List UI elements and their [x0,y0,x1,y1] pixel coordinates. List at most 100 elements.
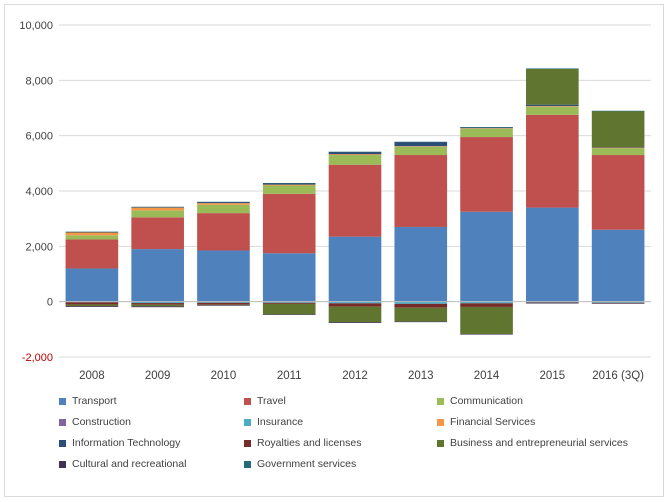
x-tick-label: 2009 [145,370,171,382]
legend-swatch [244,460,251,468]
legend-item: Travel [244,395,286,407]
bar-segment [394,321,448,323]
bar-segment [460,127,513,128]
bar-segment [526,207,579,302]
bar-segment [526,68,579,105]
bar-segment [262,193,316,254]
legend-label: Cultural and recreational [72,458,187,470]
bar-segment [65,235,119,240]
bar-segment [65,232,119,236]
legend-label: Business and entrepreneurial services [450,437,629,449]
bar-segment [328,322,382,323]
legend-label: Financial Services [450,416,536,428]
bar-segment [262,301,316,303]
bar-segment [460,301,513,304]
legend-swatch [244,418,251,426]
legend-item: Construction [59,416,131,428]
bar-segment [394,155,448,227]
bar-segment [328,301,382,304]
bar-segment [197,302,250,305]
chart-frame: -2,000 0 2,000 4,000 6,000 8,000 10,000 2008 200… [4,4,664,497]
x-tick-label: 2008 [79,370,105,382]
bar-segment [591,147,645,148]
bar-segment [526,106,579,115]
bar-segment [526,302,579,304]
y-tick-label: 10,000 [19,20,53,32]
bar-segment [460,303,513,307]
bar-segment [65,268,119,302]
bar-segment [591,155,645,230]
bar-segment [460,127,513,129]
legend-item: Cultural and recreational [59,458,186,470]
bar-segment [65,306,119,307]
bar-segment [65,231,119,233]
bar-segment [460,137,513,212]
bar-segment [131,207,184,208]
legend-item: Government services [244,458,356,470]
legend-swatch [437,418,444,426]
bar-segment [328,303,382,307]
legend-label: Government services [257,458,357,470]
x-tick-label: 2011 [277,370,302,382]
bar-segment [328,164,382,237]
bar-segment [394,307,448,322]
bar-segment [197,301,250,303]
bar-segment [460,306,513,335]
bar-segment [591,302,645,304]
bar-segment [526,106,579,107]
bar-segment [394,226,448,302]
legend-label: Travel [257,395,286,407]
bar-segment [65,231,119,233]
legend-item: Information Technology [59,437,180,449]
bar-segment [526,68,579,69]
bar-segment [262,183,316,185]
bar-segment [131,210,184,218]
legend-swatch [437,397,444,405]
x-tick-label: 2014 [474,370,500,382]
bar-segment [262,303,316,315]
legend-label: Royalties and licenses [257,437,362,449]
legend-swatch [244,439,251,447]
y-tick-label: 0 [47,297,53,309]
bar-segment [328,236,382,302]
bar-segment [197,202,250,204]
x-tick-label: 2016 (3Q) [592,370,644,382]
bar-segment [328,155,382,165]
bar-segment [591,147,645,149]
bar-segment [591,110,645,112]
x-tick-label: 2010 [211,370,237,382]
bar-segment [262,182,316,184]
legend-swatch [59,397,66,405]
bar-segment [131,303,184,305]
legend-swatch [59,418,66,426]
bar-segment [262,185,316,194]
bar-segment [460,211,513,302]
bar-segment [197,250,250,302]
bar-segment [65,239,119,269]
legend-label: Communication [450,395,523,407]
bar-segment [131,301,184,304]
bar-segment [526,303,579,304]
y-tick-label: 6,000 [25,131,53,143]
bar-segment [131,249,184,302]
bar-segment [197,213,250,251]
bar-segment [394,146,448,147]
bar-segment [591,303,645,304]
bar-segment [65,304,119,307]
bar-segment [591,229,645,302]
bar-segment [131,217,184,250]
legend-label: Transport [72,395,117,407]
legend-item: Financial Services [437,416,535,428]
bar-segment [394,303,448,308]
bar-segment [131,207,184,211]
bar-segment [197,203,250,205]
legend-item: Transport [59,395,117,407]
bar-segment [526,114,579,208]
bar-segment [526,104,579,107]
legend-swatch [244,397,251,405]
bar-segment [460,128,513,129]
bar-segment [262,302,316,304]
bar-segment [328,306,382,323]
y-tick-label: -2,000 [22,352,53,364]
bar-segment [197,204,250,214]
